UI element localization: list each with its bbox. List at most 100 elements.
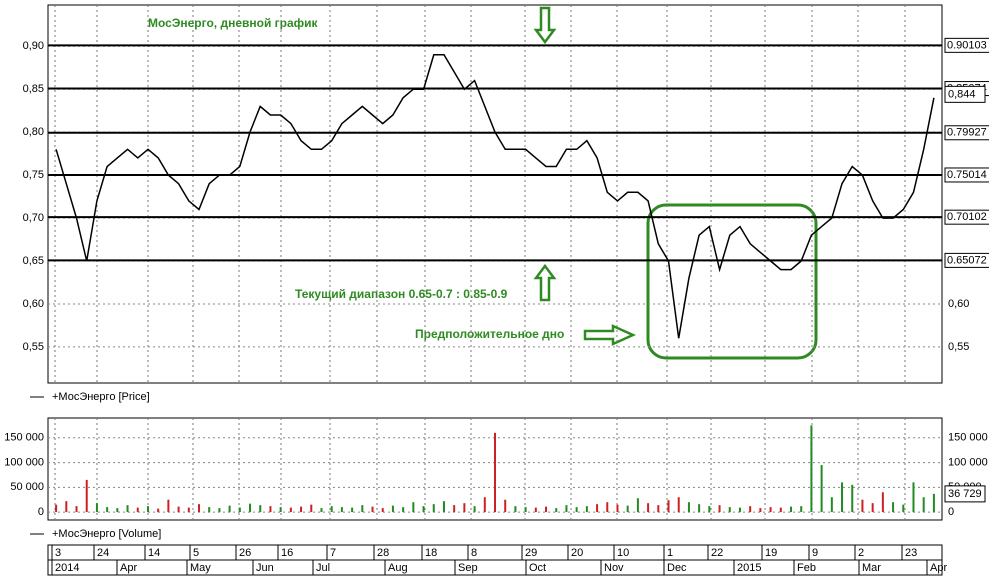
chart-title: МосЭнерго, дневной график [148,16,319,30]
volume-bar [871,503,874,513]
volume-bar [718,505,721,513]
volume-bar [657,505,660,513]
price-line [55,54,935,339]
y-tick-label-right: 0,55 [948,341,969,353]
volume-bar [902,504,905,513]
volume-bar [779,507,782,513]
volume-bar [453,505,456,513]
level-label: 0.79927 [947,127,987,139]
date-day: 9 [812,547,818,559]
level-label: 0.65072 [947,254,987,266]
volume-bar [402,507,405,513]
volume-bar [687,502,690,513]
date-day: 14 [148,547,160,559]
volume-bar [126,505,129,513]
date-period: Jun [256,562,274,574]
y-tick-label: 150 000 [4,432,44,444]
volume-bar [55,504,58,513]
y-tick-label-right: 100 000 [948,456,988,468]
arrow-up [533,263,557,302]
legend-label: +МосЭнерго [Price] [52,391,150,403]
volume-bar [749,506,752,513]
level-label-box [944,167,989,183]
volume-bar [85,479,88,513]
y-tick-label-right: 150 000 [948,432,988,444]
volume-bar [738,507,741,513]
date-day: 10 [617,547,629,559]
last-value-label: 36 729 [948,488,982,500]
level-label-box [944,37,989,53]
date-day: 24 [97,547,109,559]
volume-bar [545,506,548,513]
date-period: 2014 [55,562,79,574]
volume-bar [565,505,568,513]
volume-bar [483,497,486,513]
volume-bar [575,507,578,513]
volume-bar [422,506,425,513]
last-value-box [944,85,986,103]
date-day: 28 [377,547,389,559]
volume-bar [432,504,435,513]
volume-bar [606,502,609,513]
y-tick-label: 100 000 [4,456,44,468]
volume-bar [279,507,282,513]
volume-bar [238,507,241,513]
volume-bar [75,506,78,513]
volume-bar [330,506,333,513]
volume-bar [861,499,864,513]
date-day: 8 [471,547,477,559]
volume-bar [157,508,160,513]
date-period: Feb [797,562,816,574]
y-tick-label: 0 [38,506,44,518]
volume-bar [371,506,374,513]
date-day: 7 [330,547,336,559]
volume-bar [351,507,354,513]
bottom-zone [646,203,818,360]
volume-bar [636,498,639,513]
volume-bar [116,508,119,513]
volume-bar [320,508,323,513]
volume-bar [310,504,313,513]
last-value-label: 0,844 [948,88,976,100]
volume-bar [841,482,844,513]
volume-bar [851,484,854,513]
date-day: 5 [193,547,199,559]
y-tick-label: 0,70 [23,212,44,224]
volume-bar [208,507,211,513]
volume-bar [932,493,935,513]
volume-bar [473,506,476,513]
volume-bar [187,507,190,513]
volume-bar [95,503,98,513]
annotation: Текущий диапазон 0.65-0.7 : 0.85-0.9 [295,287,508,301]
volume-bar [820,465,823,513]
volume-bar [340,507,343,513]
date-period: Oct [529,562,546,574]
date-period: Apr [120,562,137,574]
level-label: 0.70102 [947,211,987,223]
volume-bar [412,502,415,513]
volume-bar [626,505,629,513]
level-label: 0.90103 [947,39,987,51]
volume-bar [300,506,303,513]
y-tick-label-right: 0,60 [948,298,969,310]
y-tick-label: 0,75 [23,169,44,181]
volume-panel [47,417,943,521]
volume-bar [892,502,895,513]
volume-bar [790,506,792,513]
volume-bar [391,505,394,513]
volume-bar [524,507,527,513]
price-panel [47,4,943,384]
volume-bar [494,432,496,513]
volume-bar [881,492,884,513]
volume-bar [106,507,109,513]
date-day: 23 [905,547,917,559]
date-day: 22 [711,547,723,559]
level-label-box [944,125,989,141]
y-tick-label: 50 000 [10,481,44,493]
date-period: Jul [316,562,330,574]
volume-bar [504,499,507,513]
level-label: 0.75014 [947,169,987,181]
date-day: 20 [571,547,583,559]
level-label-box [944,252,989,268]
